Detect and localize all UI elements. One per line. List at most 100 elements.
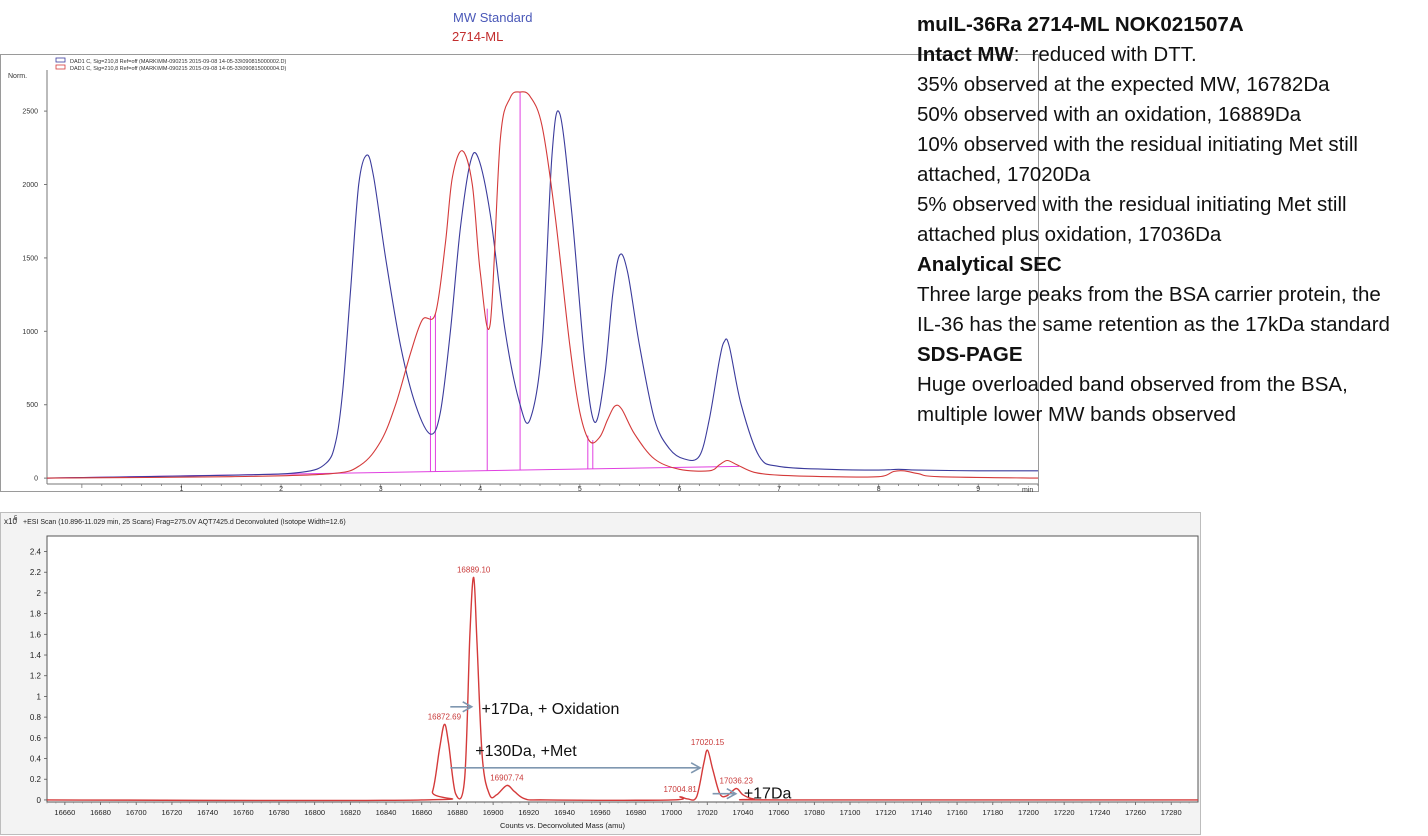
ms-title: +ESI Scan (10.896-11.029 min, 25 Scans) … (23, 519, 346, 526)
sec-y-tick-label: 0 (34, 476, 38, 483)
ms-x-tick-label: 17000 (661, 808, 682, 817)
ms-x-tick-label: 17140 (911, 808, 932, 817)
ms-peak-label: 16889.10 (457, 565, 491, 574)
sec-x-tick-label: 6 (677, 486, 681, 493)
ms-y-tick-label: 2.4 (30, 548, 42, 557)
ms-spectrum-line (46, 576, 1199, 802)
sec-x-tick-label: 5 (578, 486, 582, 493)
ms-x-tick-label: 17220 (1054, 808, 1075, 817)
sec-y-tick-label: 1000 (22, 329, 38, 336)
ms-x-tick-label: 17100 (840, 808, 861, 817)
sec-note: Three large peaks from the BSA carrier p… (917, 283, 1390, 336)
sec-x-tick-label: 2 (279, 486, 283, 493)
ms-x-tick-label: 17080 (804, 808, 825, 817)
sec-header-swatch-2 (55, 64, 66, 70)
sec-y-tick-label: 2500 (22, 109, 38, 116)
analysis-notes: muIL-36Ra 2714-ML NOK021507A Intact MW: r… (917, 10, 1422, 430)
ms-y-scale-label: x10 (4, 517, 17, 526)
ms-x-tick-label: 17060 (768, 808, 789, 817)
ms-y-tick-label: 0.2 (30, 775, 42, 784)
ms-x-tick-label: 16700 (126, 808, 147, 817)
ms-x-tick-label: 16900 (483, 808, 504, 817)
ms-annotation-arrowhead-2 (690, 762, 702, 774)
sec-y-tick-label: 2000 (22, 182, 38, 189)
ms-x-tick-label: 16800 (304, 808, 325, 817)
ms-y-tick-label: 0 (37, 796, 42, 805)
ms-annotation-arrowhead-3 (726, 788, 738, 800)
sec-x-tick-label: 1 (180, 486, 184, 493)
sec-x-tick-label: 9 (976, 486, 980, 493)
ms-peak-label: 17004.81 (663, 785, 697, 794)
ms-y-tick-label: 1 (37, 692, 42, 701)
ms-annotation-text-1: +17Da, + Oxidation (481, 701, 619, 718)
sec-x-label: min (1022, 487, 1033, 494)
ms-x-tick-label: 16680 (90, 808, 111, 817)
intact-note-3: 10% observed with the residual initiatin… (917, 133, 1358, 186)
intact-mw-heading: Intact MW (917, 43, 1014, 66)
ms-x-tick-label: 17280 (1161, 808, 1182, 817)
sec-x-tick-label: 8 (877, 486, 881, 493)
intact-note-2: 50% observed with an oxidation, 16889Da (917, 103, 1302, 126)
legend-2714-ml: 2714-ML (452, 29, 504, 44)
ms-x-tick-label: 17120 (875, 808, 896, 817)
sds-page-heading: SDS-PAGE (917, 343, 1023, 366)
ms-y-tick-label: 1.8 (30, 610, 42, 619)
sec-chromatogram-chart: Norm. min DAD1 C, Sig=210,8 Ref=off (MARK\… (0, 54, 1039, 494)
notes-title: muIL-36Ra 2714-ML NOK021507A (917, 13, 1244, 36)
ms-annotation-text-3: +17Da (744, 786, 792, 803)
legend-mw-standard: MW Standard (453, 10, 533, 25)
ms-x-label: Counts vs. Deconvoluted Mass (amu) (500, 821, 626, 830)
sec-y-label: Norm. (8, 73, 27, 80)
ms-x-tick-label: 16760 (233, 808, 254, 817)
ms-y-tick-label: 1.2 (30, 672, 42, 681)
ms-x-tick-label: 17020 (697, 808, 718, 817)
sec-header-swatch-1 (55, 57, 66, 63)
sec-series-line-mw-standard (46, 110, 1039, 479)
sec-header-text-1: DAD1 C, Sig=210,8 Ref=off (MARK\MM-09021… (70, 59, 287, 65)
ms-x-tick-label: 16940 (554, 808, 575, 817)
sds-page-note: Huge overloaded band observed from the B… (917, 373, 1348, 426)
ms-x-tick-label: 16980 (625, 808, 646, 817)
sec-x-tick-label: 4 (478, 486, 482, 493)
sec-heading: Analytical SEC (917, 253, 1062, 276)
ms-y-tick-label: 1.6 (30, 630, 42, 639)
ms-x-tick-label: 16780 (269, 808, 290, 817)
ms-annotation-text-2: +130Da, +Met (475, 743, 577, 760)
intact-mw-colon: : (1013, 43, 1020, 66)
ms-x-tick-label: 17240 (1089, 808, 1110, 817)
ms-x-tick-label: 16960 (590, 808, 611, 817)
sec-chromatogram-panel: Norm. min DAD1 C, Sig=210,8 Ref=off (MARK\… (0, 0, 1040, 495)
ms-peak-label: 16872.69 (428, 712, 462, 721)
ms-x-tick-label: 16840 (376, 808, 397, 817)
sec-x-tick-label: 3 (379, 486, 383, 493)
ms-y-tick-label: 0.6 (30, 734, 42, 743)
ms-x-tick-label: 17160 (947, 808, 968, 817)
sec-chart-frame (0, 54, 1039, 492)
intact-mw-line: Intact MW: reduced with DTT. (917, 40, 1422, 70)
ms-x-tick-label: 16660 (54, 808, 75, 817)
ms-annotation-arrowhead-1 (462, 701, 474, 713)
ms-peak-label: 17020.15 (691, 738, 725, 747)
ms-x-tick-label: 17260 (1125, 808, 1146, 817)
sec-y-tick-label: 500 (26, 402, 38, 409)
ms-y-tick-label: 2.2 (30, 568, 42, 577)
ms-x-tick-label: 16860 (411, 808, 432, 817)
ms-plot-area (46, 535, 1199, 803)
intact-note-1: 35% observed at the expected MW, 16782Da (917, 73, 1330, 96)
ms-y-tick-label: 2 (37, 589, 42, 598)
ms-x-tick-label: 17040 (733, 808, 754, 817)
ms-x-tick-label: 17180 (982, 808, 1003, 817)
ms-y-scale-exponent: 5 (14, 516, 18, 522)
ms-y-tick-label: 1.4 (30, 651, 42, 660)
intact-note-4: 5% observed with the residual initiating… (917, 193, 1347, 246)
mass-spectrum-panel: x10 5 +ESI Scan (10.896-11.029 min, 25 Sca… (0, 512, 1202, 836)
sec-header-text-2: DAD1 C, Sig=210,8 Ref=off (MARK\MM-09021… (70, 66, 287, 72)
ms-x-tick-label: 17200 (1018, 808, 1039, 817)
ms-peak-label: 17036.23 (720, 777, 754, 786)
sec-x-tick-label: 7 (777, 486, 781, 493)
sec-y-tick-label: 1500 (22, 255, 38, 262)
ms-x-tick-label: 16820 (340, 808, 361, 817)
ms-x-tick-label: 16880 (447, 808, 468, 817)
ms-y-tick-label: 0.8 (30, 713, 42, 722)
